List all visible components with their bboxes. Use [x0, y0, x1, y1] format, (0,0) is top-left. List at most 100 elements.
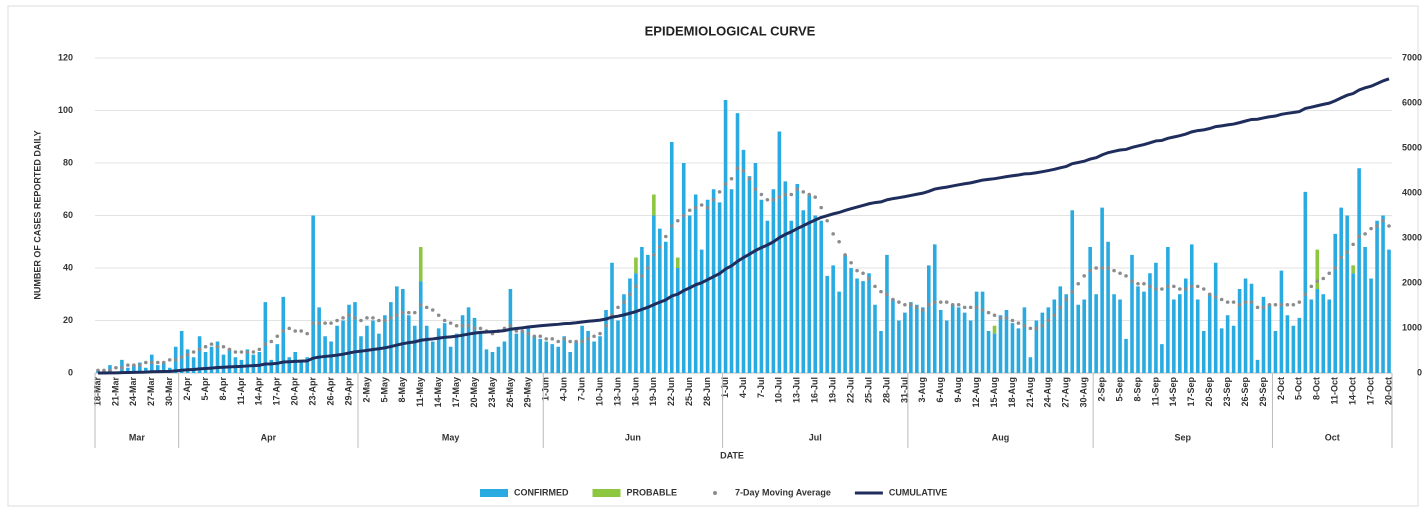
bar — [783, 181, 788, 373]
ma-point — [550, 337, 555, 341]
bar — [257, 352, 262, 373]
bar — [1076, 304, 1081, 373]
ma-point — [335, 318, 339, 323]
ma-point — [956, 302, 961, 307]
x-tick-label: 12-Aug — [971, 377, 981, 408]
x-axis-title: DATE — [720, 450, 744, 460]
ma-point — [1255, 305, 1260, 310]
x-tick-label: 14-May — [433, 377, 443, 408]
bar — [1291, 325, 1296, 373]
bar — [1351, 273, 1355, 373]
ma-point — [1064, 297, 1069, 302]
bar — [1303, 191, 1308, 373]
ma-point — [436, 313, 441, 318]
bar — [317, 307, 321, 373]
month-label: Sep — [1175, 432, 1192, 442]
x-tick-label: 8-Sep — [1132, 377, 1142, 402]
ma-point — [1183, 287, 1188, 291]
ma-point — [1231, 300, 1236, 304]
ma-point — [1028, 326, 1033, 331]
bar — [1010, 323, 1015, 373]
bar — [753, 163, 758, 373]
bar — [759, 199, 764, 373]
bar — [287, 357, 292, 373]
bar — [520, 331, 525, 373]
bar — [1237, 289, 1242, 373]
ma-point — [96, 368, 100, 373]
ma-point — [1076, 281, 1081, 286]
ma-point — [1249, 300, 1254, 304]
chart-title: EPIDEMIOLOGICAL CURVE — [645, 23, 816, 38]
ma-point — [114, 365, 118, 370]
bar — [813, 215, 818, 373]
ma-point — [669, 224, 674, 228]
x-tick-label: 10-Jul — [774, 377, 784, 403]
ma-point — [598, 331, 602, 336]
ma-point — [867, 276, 871, 281]
ma-point — [950, 302, 955, 307]
ma-point — [1070, 289, 1075, 294]
bar — [669, 142, 674, 373]
bar — [1088, 247, 1092, 373]
x-tick-label: 22-Jun — [666, 377, 676, 406]
ma-point — [687, 208, 692, 213]
ma-point — [998, 316, 1003, 320]
bar — [717, 202, 722, 373]
x-tick-label: 13-Jul — [792, 377, 802, 403]
y2-tick-label: 7000 — [1402, 52, 1422, 62]
ma-point — [418, 302, 423, 307]
ma-point — [592, 334, 596, 339]
ma-point — [1154, 287, 1158, 291]
bar — [1004, 310, 1009, 373]
legend-label: PROBABLE — [627, 487, 678, 497]
bar — [144, 367, 148, 373]
ma-point — [1363, 232, 1367, 236]
bar — [1255, 359, 1260, 373]
x-tick-label: 21-Mar — [110, 377, 120, 407]
bar — [1022, 307, 1027, 373]
bar — [460, 315, 465, 373]
bar — [1297, 317, 1302, 373]
ma-point — [1321, 276, 1326, 281]
bar — [891, 299, 895, 373]
ma-point — [663, 234, 668, 239]
x-tick-label: 4-Jun — [559, 377, 569, 401]
x-tick-label: 29-Apr — [343, 377, 353, 406]
bar — [1375, 220, 1379, 373]
bar — [221, 354, 226, 373]
bar — [837, 291, 841, 373]
ma-point — [149, 360, 154, 365]
ma-point — [855, 268, 859, 273]
bar — [1184, 278, 1188, 373]
bar — [532, 336, 537, 373]
ma-point — [1022, 323, 1027, 328]
bar — [825, 275, 829, 373]
bar — [699, 249, 704, 373]
ma-point — [245, 350, 250, 354]
cumulative-line — [97, 77, 1390, 375]
bar — [681, 163, 686, 373]
bar — [341, 320, 345, 373]
bar — [622, 294, 626, 373]
x-tick-label: 5-May — [379, 377, 389, 403]
ma-point — [371, 316, 375, 320]
ma-point — [1034, 326, 1039, 331]
ma-point — [132, 363, 136, 367]
x-tick-label: 24-Aug — [1043, 377, 1053, 408]
x-tick-label: 5-Sep — [1114, 377, 1124, 402]
bar — [1172, 299, 1176, 373]
ma-point — [1345, 250, 1349, 255]
ma-point — [1178, 287, 1182, 291]
bar — [377, 333, 381, 373]
x-tick-label: 1-Jun — [541, 377, 551, 401]
ma-point — [1303, 292, 1308, 297]
y2-tick-label: 6000 — [1402, 97, 1422, 107]
bar — [1016, 328, 1021, 373]
ma-point — [1088, 268, 1092, 273]
ma-point — [968, 305, 973, 310]
frame — [7, 5, 1419, 507]
x-tick-label: 30-Aug — [1079, 377, 1089, 408]
ma-point — [1046, 318, 1051, 323]
ma-point — [658, 245, 662, 249]
